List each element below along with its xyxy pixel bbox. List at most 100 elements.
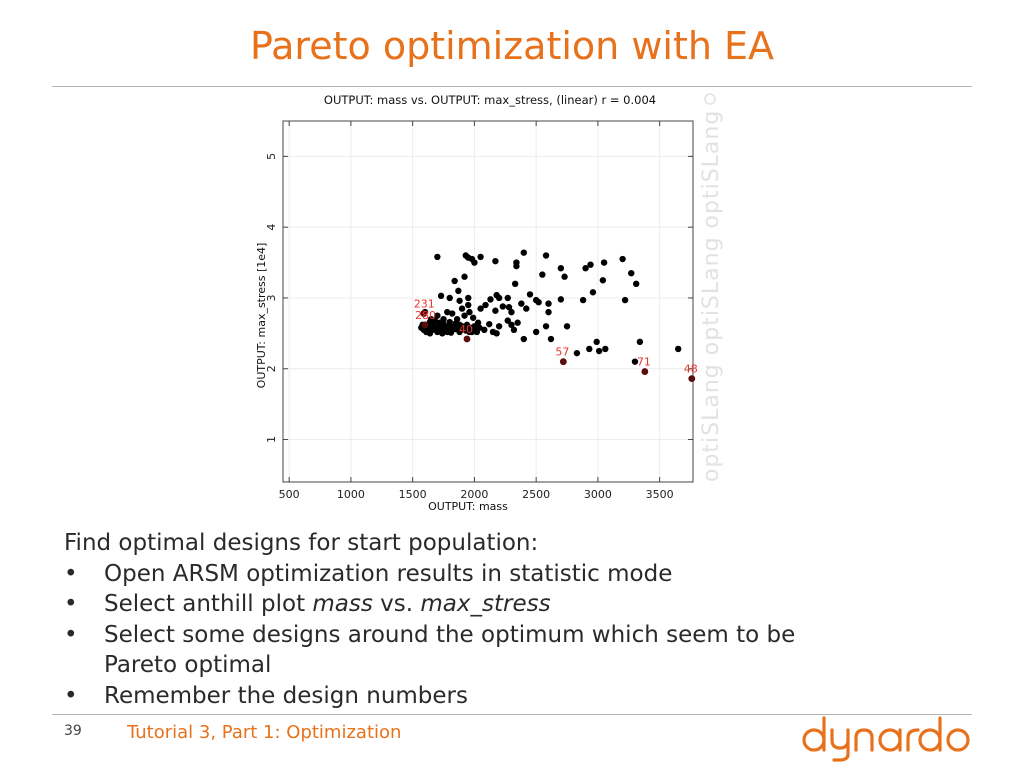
data-point [557, 296, 565, 303]
watermark-circle [704, 93, 716, 105]
data-point [487, 296, 494, 303]
data-point [447, 329, 455, 336]
x-tick-label: 3500 [646, 488, 674, 501]
bullet-emphasis: max_stress [420, 591, 551, 617]
highlighted-point [641, 368, 649, 375]
data-point [547, 335, 555, 343]
bullet-item: • Remember the design numbers [64, 681, 824, 712]
highlighted-point [688, 375, 696, 383]
y-tick-label: 2 [265, 365, 278, 372]
data-point [587, 261, 594, 268]
chart-title: OUTPUT: mass vs. OUTPUT: max_stress, (li… [324, 93, 656, 107]
data-point [563, 323, 571, 330]
data-point [481, 326, 488, 334]
data-point [602, 345, 609, 353]
bullet-text: Remember the design numbers [104, 682, 468, 709]
x-tick-label: 1000 [337, 488, 365, 501]
y-tick-label: 5 [265, 153, 278, 160]
data-point [461, 273, 468, 280]
point-label: 231 [414, 298, 435, 311]
dynardo-logo [800, 712, 975, 766]
data-point [426, 318, 434, 326]
data-point [466, 308, 473, 316]
plot-frame [282, 120, 694, 483]
data-point [621, 296, 629, 304]
data-point [526, 291, 534, 298]
point-label: 71 [637, 356, 651, 369]
slide-title: Pareto optimization with EA [249, 24, 775, 68]
data-point [451, 277, 458, 285]
data-point [446, 318, 453, 326]
data-point [582, 265, 589, 272]
bullet-item: • Open ARSM optimization results in stati… [64, 559, 824, 590]
data-point [465, 294, 472, 302]
data-point [458, 305, 466, 312]
data-point [632, 280, 640, 288]
point-label: 40 [459, 323, 473, 336]
data-point [595, 347, 603, 355]
x-tick-label: 1500 [399, 488, 427, 501]
y-tick-label: 3 [265, 294, 278, 301]
data-point [495, 323, 503, 330]
scatter-chart: optiSLang optiSLang optiSLang 500 1000 150… [240, 88, 740, 513]
data-point [523, 305, 530, 312]
data-point [636, 338, 644, 346]
bullet-emphasis: mass [312, 591, 373, 617]
data-point [545, 308, 552, 316]
data-point [456, 297, 463, 304]
bullet-dot: • [64, 682, 78, 709]
data-point [557, 265, 565, 272]
data-point [446, 294, 453, 302]
data-point [468, 324, 476, 331]
data-point [448, 310, 456, 317]
data-point [495, 294, 503, 302]
footer-text: Tutorial 3, Part 1: Optimization [127, 722, 402, 743]
intro-text: Find optimal designs for start populatio… [64, 530, 539, 556]
x-axis-label: OUTPUT: mass [428, 500, 508, 513]
data-point [431, 317, 439, 324]
instructions: Find optimal designs for start populatio… [64, 528, 824, 711]
data-point [600, 259, 608, 266]
bullet-list: • Open ARSM optimization results in stati… [64, 559, 824, 712]
data-point [573, 349, 581, 357]
data-point [440, 320, 447, 328]
logo-graphic [802, 716, 970, 762]
data-point [505, 303, 513, 311]
data-point [619, 255, 626, 263]
data-point [532, 328, 540, 336]
bullet-text: Open ARSM optimization results in statis… [104, 560, 673, 587]
point-label: 48 [684, 363, 698, 376]
data-point [462, 327, 469, 334]
data-point [508, 308, 515, 316]
highlighted-point [421, 321, 429, 329]
data-point [539, 271, 546, 278]
watermark-text: optiSLang optiSLang optiSLang [699, 110, 724, 482]
point-label: 280 [415, 309, 436, 322]
highlighted-point [420, 310, 428, 317]
data-point [510, 326, 518, 334]
highlighted-point [463, 335, 471, 343]
data-point [504, 317, 511, 324]
x-tick-label: 3000 [584, 488, 612, 501]
data-point [437, 292, 445, 300]
data-point [589, 289, 597, 296]
data-point [463, 321, 471, 329]
data-point [542, 252, 550, 259]
data-point [542, 323, 550, 330]
data-point [452, 320, 460, 327]
bullet-text: Select some designs around the optimum w… [104, 621, 796, 679]
data-point [504, 294, 511, 302]
data-point [513, 262, 520, 270]
data-point [561, 273, 568, 280]
page-number: 39 [64, 723, 82, 739]
data-point [631, 358, 639, 365]
data-point [674, 345, 682, 353]
data-point [434, 327, 441, 334]
data-point [508, 321, 515, 329]
data-point [482, 301, 489, 309]
highlighted-point [559, 358, 567, 366]
data-point [471, 259, 478, 266]
y-axis-label: OUTPUT: max_stress [1e4] [255, 243, 268, 389]
x-tick-label: 2500 [522, 488, 550, 501]
data-point [520, 335, 528, 343]
